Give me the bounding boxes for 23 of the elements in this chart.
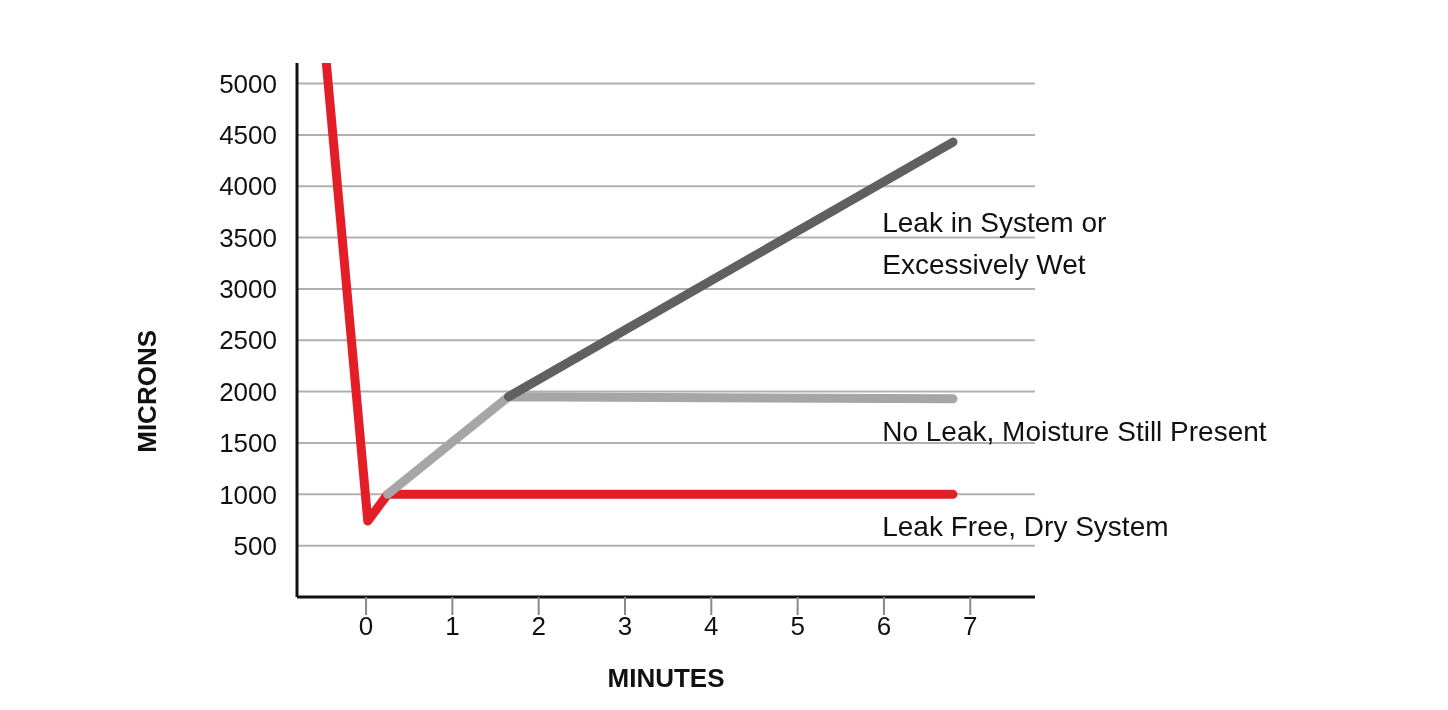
x-tick-label: 1 (445, 611, 460, 642)
x-tick-label: 5 (790, 611, 805, 642)
x-tick-label: 4 (704, 611, 719, 642)
x-tick-label: 6 (876, 611, 892, 642)
y-tick-label: 1500 (219, 428, 277, 459)
y-axis-title: MICRONS (132, 330, 163, 453)
series-label: Leak in System or Excessively Wet (882, 206, 1108, 283)
y-tick-label: 5000 (219, 68, 277, 99)
y-tick-label: 2500 (219, 325, 277, 356)
y-tick-label: 3000 (219, 274, 277, 305)
x-tick-label: 7 (963, 611, 978, 642)
x-axis-title: MINUTES (607, 663, 725, 693)
y-tick-label: 2000 (219, 376, 277, 407)
series-label: Leak Free, Dry System (882, 510, 1170, 545)
y-tick-label: 1000 (219, 479, 277, 510)
x-tick-label: 0 (358, 611, 374, 642)
y-tick-label: 4000 (219, 171, 277, 202)
x-tick-label: 2 (531, 611, 546, 642)
y-tick-label: 4500 (219, 120, 277, 151)
y-tick-label: 500 (233, 530, 277, 561)
y-tick-label: 3500 (219, 222, 277, 253)
x-tick-label: 3 (617, 611, 633, 642)
series-label: No Leak, Moisture Still Present (882, 414, 1268, 449)
